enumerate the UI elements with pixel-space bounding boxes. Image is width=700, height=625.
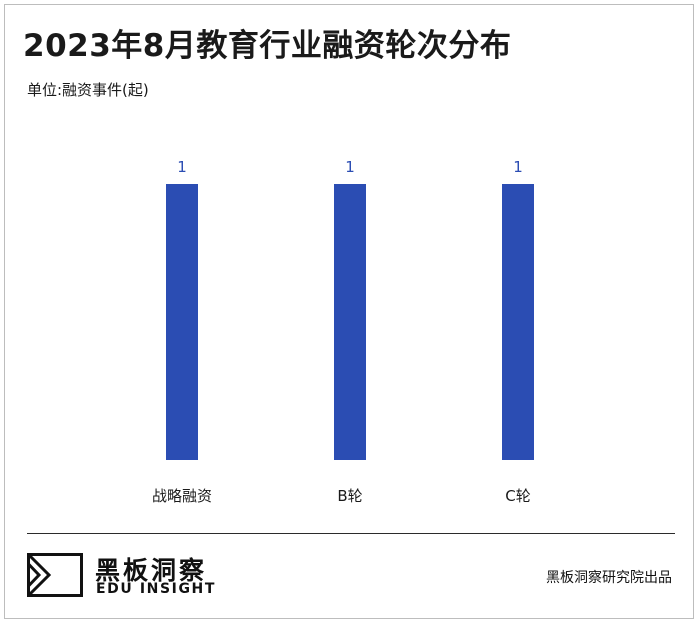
- chart-title: 2023年8月教育行业融资轮次分布: [23, 28, 512, 64]
- category-label-1: 战略融资: [152, 487, 212, 505]
- brand-name-cn: 黑板洞察: [95, 556, 208, 585]
- edu-insight-logo-icon: [27, 553, 83, 597]
- unit-label: 单位:融资事件(起): [27, 81, 149, 99]
- brand-name-en: EDU INSIGHT: [96, 581, 217, 597]
- data-label-3: 1: [513, 158, 523, 176]
- bar-chart: 1 战略融资 1 B轮 1 C轮: [152, 158, 534, 505]
- category-label-3: C轮: [505, 487, 530, 505]
- data-label-2: 1: [345, 158, 355, 176]
- footer-credit: 黑板洞察研究院出品: [546, 570, 672, 586]
- data-label-1: 1: [177, 158, 187, 176]
- bar-3: [502, 184, 534, 460]
- bar-2: [334, 184, 366, 460]
- footer-divider: [27, 533, 675, 534]
- bar-1: [166, 184, 198, 460]
- category-label-2: B轮: [337, 487, 362, 505]
